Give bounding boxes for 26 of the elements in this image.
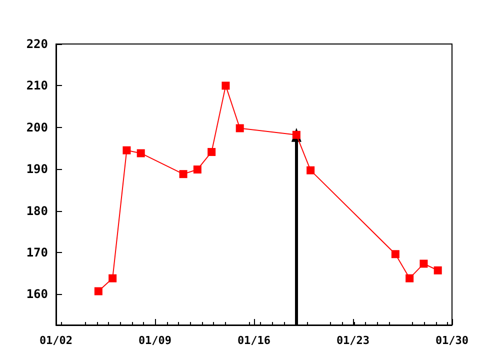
- point: [406, 274, 414, 282]
- point: [94, 287, 102, 296]
- y-tick-label: 220: [26, 37, 48, 51]
- y-tick-label: 160: [26, 287, 48, 302]
- y-tick-label: 200: [26, 120, 48, 134]
- x-tick-label: 01/09: [138, 334, 172, 347]
- y-tick-label: 210: [26, 78, 48, 93]
- point: [208, 148, 216, 156]
- point: [193, 165, 202, 174]
- point: [420, 260, 428, 268]
- point: [306, 166, 315, 174]
- point: [434, 266, 442, 274]
- point: [136, 149, 145, 158]
- x-tick-label: 01/23: [336, 334, 370, 347]
- y-tick-label: 190: [26, 162, 48, 176]
- x-tick-label: 01/16: [237, 334, 271, 347]
- y-tick-label: 180: [26, 204, 48, 218]
- x-tick-label: 01/30: [435, 334, 469, 347]
- point: [179, 170, 188, 178]
- point: [222, 82, 230, 90]
- x-tick-label: 01/02: [39, 334, 73, 347]
- point: [122, 146, 131, 154]
- point: [236, 124, 244, 132]
- point: [391, 250, 400, 258]
- y-tick-label: 170: [26, 245, 48, 260]
- point: [108, 274, 117, 282]
